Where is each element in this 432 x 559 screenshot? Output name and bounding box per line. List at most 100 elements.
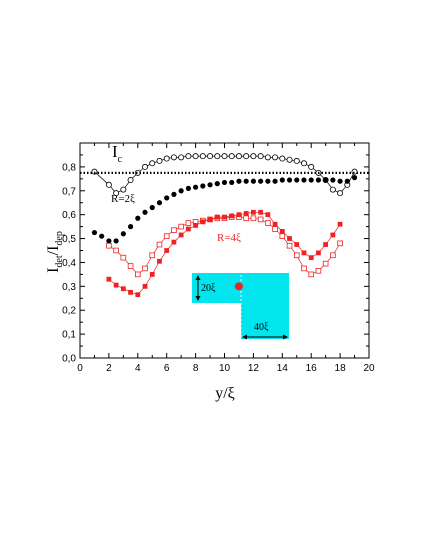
data-point	[185, 153, 192, 160]
data-point	[286, 177, 293, 183]
arrow-40xi-head-left	[242, 334, 247, 340]
x-tick-label: 14	[277, 363, 289, 374]
x-tick-label: 6	[164, 363, 170, 374]
data-point	[149, 160, 156, 167]
data-point	[286, 242, 293, 249]
data-point	[301, 177, 307, 183]
data-point	[207, 217, 213, 222]
data-point	[337, 190, 344, 197]
data-series-layer	[91, 153, 358, 298]
data-point	[344, 178, 350, 184]
y-axis-title: Idet/Idep	[45, 231, 65, 273]
series-1	[91, 175, 358, 244]
y-tick-label: 0,3	[62, 282, 76, 293]
axes: 0 2 4 6 8 10 12 14 16 18 20 0,0 0,1 0,2 0,3 0,4 0,5 0,6 0,…	[62, 143, 375, 374]
data-point	[250, 178, 256, 184]
data-point	[351, 175, 358, 181]
data-point	[99, 233, 105, 239]
data-point	[243, 153, 250, 160]
x-tick-label: 12	[248, 363, 260, 374]
data-point	[171, 227, 177, 233]
data-point	[323, 177, 329, 183]
data-point	[134, 271, 141, 278]
data-point	[200, 219, 206, 225]
plot-frame	[79, 142, 370, 359]
data-point	[178, 223, 184, 230]
x-tick-label: 0	[77, 363, 83, 374]
data-point	[272, 226, 278, 232]
series-2	[106, 214, 343, 278]
arrow-40xi-head-right	[283, 334, 288, 340]
y-tick-label: 0,6	[62, 210, 76, 221]
data-point	[272, 221, 278, 227]
data-point	[308, 271, 314, 278]
y-tick-label: 0,2	[62, 306, 76, 317]
y-tick-label: 0,0	[62, 354, 76, 365]
label-20xi: 20ξ	[201, 283, 216, 294]
data-point	[128, 289, 133, 295]
data-point	[91, 168, 98, 175]
data-point	[91, 229, 98, 236]
data-point	[251, 209, 256, 215]
data-point	[163, 233, 170, 239]
data-point	[330, 232, 336, 238]
data-point	[164, 195, 170, 201]
data-point	[120, 186, 127, 193]
data-point	[113, 247, 119, 254]
data-point	[200, 183, 206, 189]
label-r4: R=4ξ	[217, 232, 241, 244]
data-point	[236, 178, 242, 184]
label-r2: R=2ξ	[111, 193, 135, 205]
data-point	[279, 155, 286, 162]
data-point	[207, 153, 214, 160]
data-point	[222, 214, 227, 220]
x-tick-label: 16	[306, 363, 318, 374]
data-point	[164, 248, 170, 253]
data-point	[264, 154, 271, 161]
data-point	[316, 250, 321, 256]
data-point	[149, 271, 155, 277]
data-point	[308, 163, 315, 170]
data-point	[214, 153, 221, 160]
data-point	[301, 250, 307, 256]
data-point	[163, 155, 170, 162]
data-point	[250, 215, 257, 222]
x-tick-label: 18	[335, 363, 347, 374]
data-point	[185, 220, 192, 226]
data-point	[337, 178, 343, 184]
inset-dot	[234, 282, 243, 291]
data-point	[170, 154, 177, 161]
data-point	[229, 179, 235, 186]
data-point	[265, 212, 271, 218]
data-point	[294, 242, 300, 247]
data-point	[330, 177, 336, 183]
arrow-20xi-head-top	[195, 275, 201, 280]
data-point	[351, 168, 358, 175]
data-point	[337, 240, 343, 247]
data-point	[142, 209, 148, 215]
data-point	[329, 186, 336, 193]
data-point	[171, 239, 177, 245]
data-point	[221, 179, 228, 186]
data-point	[287, 236, 292, 241]
data-point	[265, 220, 271, 226]
data-point	[135, 215, 141, 221]
data-point	[135, 292, 141, 298]
data-point	[315, 177, 322, 183]
data-point	[257, 153, 264, 160]
data-point	[229, 213, 235, 219]
data-point	[120, 286, 126, 292]
data-point	[156, 241, 163, 248]
data-point	[156, 200, 163, 206]
data-point	[157, 258, 162, 264]
data-point	[127, 177, 134, 184]
data-point	[243, 215, 249, 222]
x-tick-label: 10	[219, 363, 231, 374]
y-tick-label: 0,4	[62, 258, 76, 269]
data-point	[293, 157, 300, 164]
label-ic: Ic	[112, 142, 123, 165]
data-point	[221, 153, 228, 160]
data-point	[279, 228, 285, 234]
data-point	[250, 153, 257, 160]
